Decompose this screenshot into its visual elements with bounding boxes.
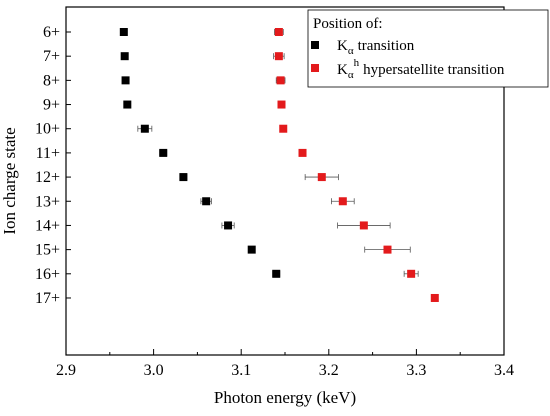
- data-point: [407, 269, 416, 278]
- data-point: [298, 148, 307, 157]
- series-0: [119, 28, 281, 278]
- data-point: [276, 76, 285, 85]
- data-point: [121, 76, 130, 85]
- legend-title: Position of:: [313, 16, 383, 32]
- legend-marker-kah: [311, 64, 319, 72]
- data-point: [140, 124, 149, 133]
- data-point: [123, 100, 132, 109]
- data-point: [274, 52, 283, 61]
- data-point: [224, 221, 233, 230]
- x-axis-title: Photon energy (keV): [214, 388, 356, 407]
- data-point: [383, 245, 392, 254]
- data-point: [359, 221, 368, 230]
- y-tick-label: 15+: [35, 242, 60, 259]
- x-tick-label: 3.0: [144, 362, 164, 379]
- data-point: [159, 148, 168, 157]
- legend-label-ka: Kα transition: [337, 38, 415, 57]
- y-tick-label: 17+: [35, 290, 60, 307]
- data-point: [430, 293, 439, 302]
- y-tick-label: 14+: [35, 217, 60, 234]
- data-point: [317, 173, 326, 182]
- legend-marker-ka: [311, 41, 319, 49]
- data-point: [274, 28, 283, 36]
- data-point: [179, 173, 188, 182]
- y-tick-label: 16+: [35, 266, 60, 283]
- y-tick-label: 12+: [35, 169, 60, 186]
- y-tick-label: 6+: [43, 24, 60, 41]
- data-point: [247, 245, 256, 254]
- y-axis: 6+ 7+ 8+ 9+ 10+ 11+ 12+ 13+ 14+ 15+ 16+ 17+: [35, 24, 71, 307]
- x-tick-label: 3.4: [494, 362, 514, 379]
- data-point: [272, 269, 281, 278]
- data-point: [120, 52, 129, 61]
- data-point: [202, 197, 211, 206]
- x-tick-label: 2.9: [56, 362, 76, 379]
- y-axis-title: Ion charge state: [0, 127, 19, 234]
- x-tick-label: 3.2: [319, 362, 339, 379]
- legend: Position of: Kα transition Kαh hypersatell…: [307, 9, 549, 88]
- series-1: [273, 28, 439, 302]
- data-point: [277, 100, 286, 109]
- legend-label-kah: Kαh hypersatellite transition: [337, 57, 505, 81]
- x-tick-label: 3.1: [231, 362, 251, 379]
- data-point: [279, 124, 288, 133]
- y-tick-label: 8+: [43, 72, 60, 89]
- legend-box: [307, 9, 549, 88]
- x-tick-label: 3.3: [406, 362, 426, 379]
- y-tick-label: 7+: [43, 48, 60, 65]
- y-tick-label: 9+: [43, 97, 60, 114]
- y-tick-label: 10+: [35, 121, 60, 138]
- y-tick-label: 11+: [36, 145, 60, 162]
- data-point: [338, 197, 347, 206]
- data-series-layer: [119, 28, 439, 302]
- x-axis: 2.9 3.0 3.1 3.2 3.3 3.4: [56, 349, 514, 379]
- data-point: [119, 28, 128, 36]
- y-tick-label: 13+: [35, 193, 60, 210]
